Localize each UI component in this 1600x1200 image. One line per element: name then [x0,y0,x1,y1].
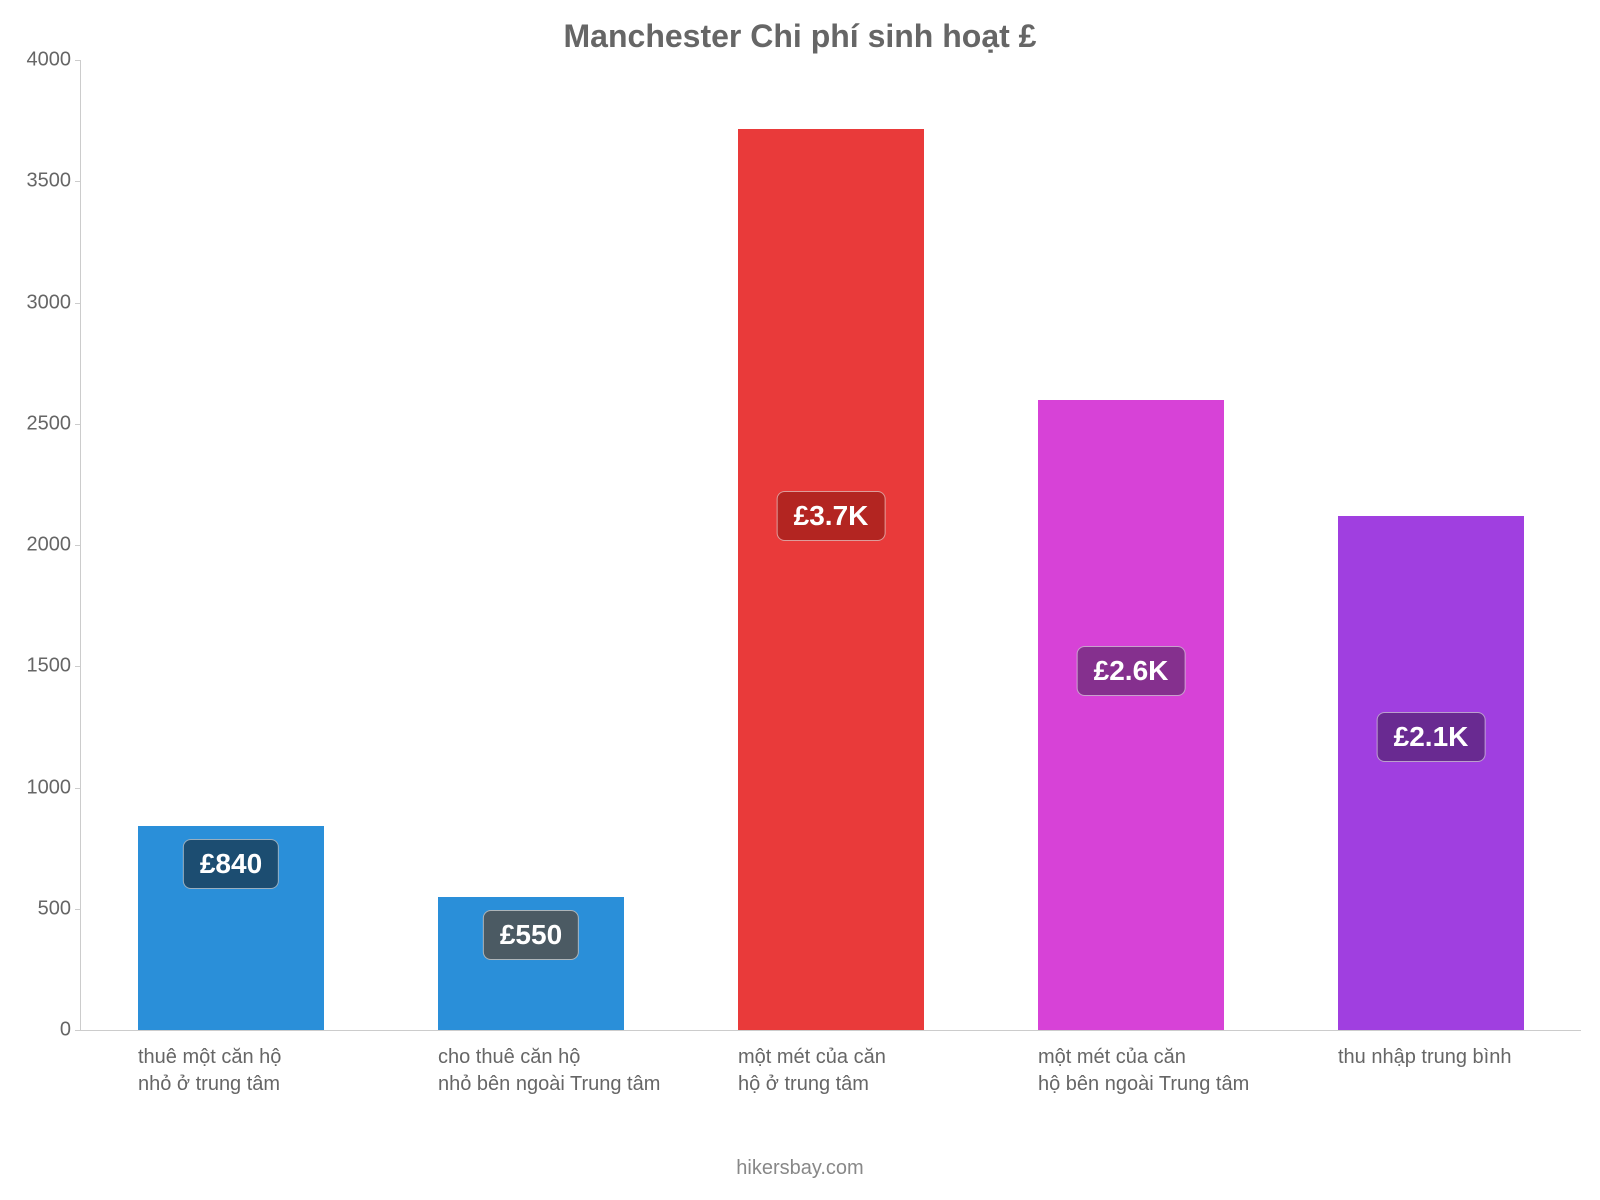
chart-title: Manchester Chi phí sinh hoạt £ [0,18,1600,55]
y-axis-tick-mark [75,424,81,425]
y-axis-tick-mark [75,181,81,182]
bar [738,129,924,1030]
x-axis-category-label: thu nhập trung bình [1338,1030,1600,1071]
x-axis-category-label: một mét của cănhộ bên ngoài Trung tâm [1038,1030,1323,1098]
plot-area: 05001000150020002500300035004000£840thuê… [80,60,1581,1031]
bar-value-badge: £550 [483,910,579,960]
bar-value-badge: £840 [183,839,279,889]
x-axis-category-label: thuê một căn hộnhỏ ở trung tâm [138,1030,423,1098]
x-axis-category-label: một mét của cănhộ ở trung tâm [738,1030,1023,1098]
bar-value-badge: £2.1K [1377,712,1486,762]
y-axis-tick-mark [75,909,81,910]
y-axis-tick-label: 500 [16,897,71,920]
y-axis-tick-label: 3000 [16,291,71,314]
cost-of-living-chart: Manchester Chi phí sinh hoạt £ 050010001… [0,0,1600,1200]
bar-value-badge: £3.7K [777,491,886,541]
y-axis-tick-mark [75,545,81,546]
y-axis-tick-label: 2500 [16,412,71,435]
y-axis-tick-mark [75,788,81,789]
y-axis-tick-mark [75,666,81,667]
y-axis-tick-mark [75,60,81,61]
y-axis-tick-label: 0 [16,1019,71,1042]
attribution-text: hikersbay.com [0,1157,1600,1180]
bar-value-badge: £2.6K [1077,646,1186,696]
y-axis-tick-mark [75,1030,81,1031]
y-axis-tick-label: 1000 [16,776,71,799]
bar [1338,516,1524,1030]
y-axis-tick-label: 4000 [16,49,71,72]
x-axis-category-label: cho thuê căn hộnhỏ bên ngoài Trung tâm [438,1030,723,1098]
y-axis-tick-label: 3500 [16,170,71,193]
bar [1038,400,1224,1031]
y-axis-tick-mark [75,303,81,304]
y-axis-tick-label: 1500 [16,655,71,678]
y-axis-tick-label: 2000 [16,534,71,557]
